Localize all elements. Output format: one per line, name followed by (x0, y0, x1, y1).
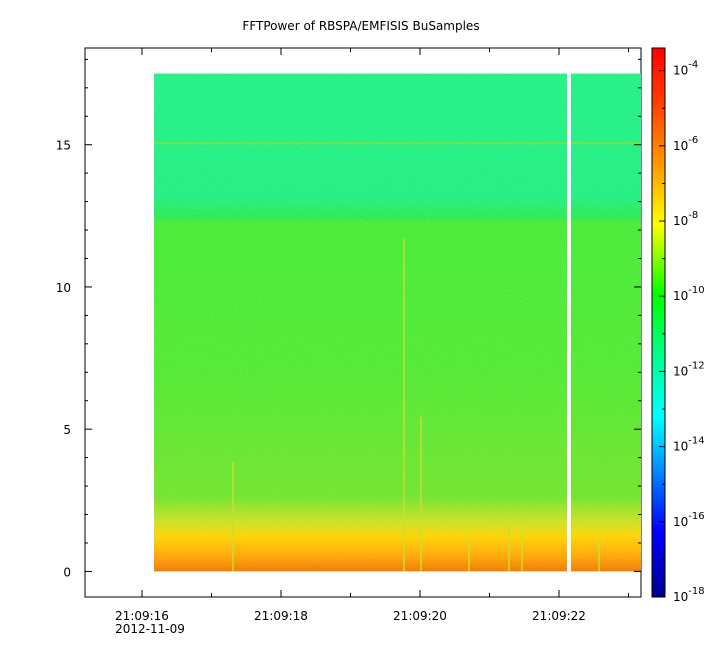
x-tick-label: 21:09:16 (115, 609, 169, 623)
burst-streak (420, 416, 422, 572)
x-tick-label: 21:09:20 (393, 609, 447, 623)
burst-streak (508, 521, 510, 572)
burst-streak (468, 536, 470, 572)
spectrogram-noise (154, 73, 641, 572)
x-tick-label: 21:09:22 (532, 609, 586, 623)
x-tick-label: 21:09:18 (254, 609, 308, 623)
burst-streak (521, 530, 523, 572)
burst-streak (598, 536, 600, 572)
colorbar-tick-label: 10-10 (673, 285, 705, 303)
burst-streak (403, 238, 405, 572)
colorbar-tick-label: 10-4 (673, 60, 698, 78)
x-axis-date-label: 2012-11-09 (115, 622, 185, 636)
colorbar-tick-label: 10-6 (673, 135, 698, 153)
colorbar (651, 47, 666, 598)
y-tick-label: 0 (63, 565, 71, 579)
burst-streak (232, 461, 234, 572)
spectrogram-image (154, 73, 641, 572)
colorbar-tick-label: 10-12 (673, 360, 705, 378)
y-tick-label: 10 (56, 281, 71, 295)
colorbar-tick-label: 10-8 (673, 210, 698, 228)
colorbar-axis: 10-18 10-16 10-14 10-12 10-10 10-8 10-6 10-4 (659, 60, 705, 604)
data-gap (567, 73, 571, 572)
chart-title: FFTPower of RBSPA/EMFISIS BuSamples (242, 19, 479, 33)
y-axis: 0 5 10 15 (56, 58, 641, 579)
x-axis: 21:09:16 21:09:18 21:09:20 21:09:22 (115, 48, 629, 623)
colorbar-tick-label: 10-18 (673, 586, 705, 604)
y-tick-label: 15 (56, 139, 71, 153)
colorbar-tick-label: 10-16 (673, 511, 705, 529)
spectral-line (154, 142, 641, 145)
y-tick-label: 5 (63, 423, 71, 437)
colorbar-tick-label: 10-14 (673, 436, 705, 454)
